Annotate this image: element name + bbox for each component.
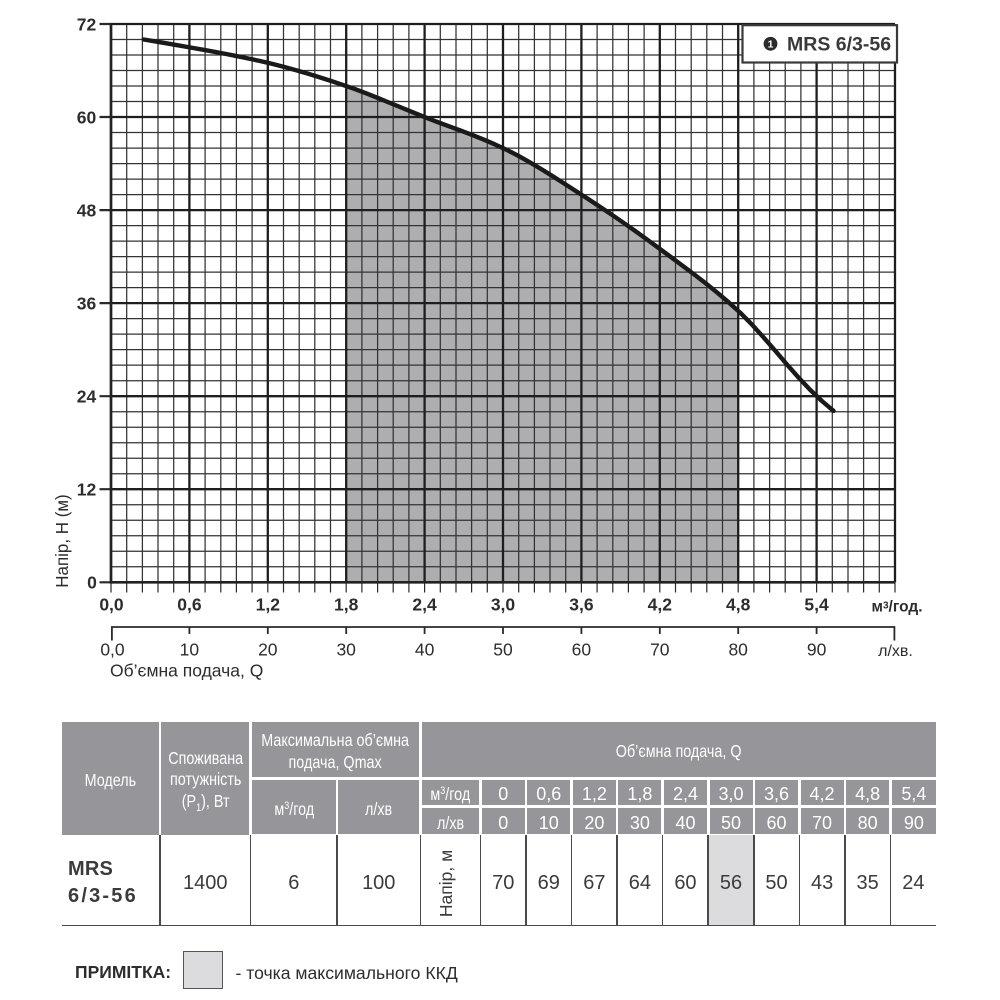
svg-text:0: 0 xyxy=(87,573,97,593)
svg-text:36: 36 xyxy=(77,293,97,313)
svg-text:60: 60 xyxy=(572,640,592,660)
svg-text:10: 10 xyxy=(180,640,200,660)
svg-text:40: 40 xyxy=(415,640,435,660)
svg-text:3,6: 3,6 xyxy=(569,595,594,615)
svg-text:MRS 6/3-56: MRS 6/3-56 xyxy=(787,34,891,56)
svg-text:20: 20 xyxy=(258,640,278,660)
svg-text:72: 72 xyxy=(77,14,97,34)
svg-text:Напір, H (м): Напір, H (м) xyxy=(52,494,72,587)
svg-text:12: 12 xyxy=(77,480,97,500)
svg-text:90: 90 xyxy=(807,640,827,660)
svg-text:0,6: 0,6 xyxy=(177,595,202,615)
svg-text:24: 24 xyxy=(77,387,97,407)
svg-text:48: 48 xyxy=(77,200,97,220)
svg-text:5,4: 5,4 xyxy=(804,595,829,615)
svg-text:80: 80 xyxy=(728,640,748,660)
svg-text:4,2: 4,2 xyxy=(648,595,673,615)
svg-text:1,8: 1,8 xyxy=(334,595,359,615)
svg-text:0,0: 0,0 xyxy=(100,640,125,660)
svg-text:70: 70 xyxy=(650,640,670,660)
svg-text:3,0: 3,0 xyxy=(491,595,516,615)
svg-text:1,2: 1,2 xyxy=(256,595,281,615)
svg-text:Об’ємна подача, Q: Об’ємна подача, Q xyxy=(110,661,263,681)
svg-text:1: 1 xyxy=(768,38,774,50)
svg-text:0,0: 0,0 xyxy=(99,595,124,615)
svg-text:50: 50 xyxy=(493,640,513,660)
svg-text:60: 60 xyxy=(77,107,97,127)
svg-text:30: 30 xyxy=(336,640,356,660)
svg-text:м3/год.: м3/год. xyxy=(872,599,923,616)
svg-text:4,8: 4,8 xyxy=(726,595,751,615)
svg-text:2,4: 2,4 xyxy=(412,595,437,615)
svg-text:л/хв.: л/хв. xyxy=(878,643,913,660)
